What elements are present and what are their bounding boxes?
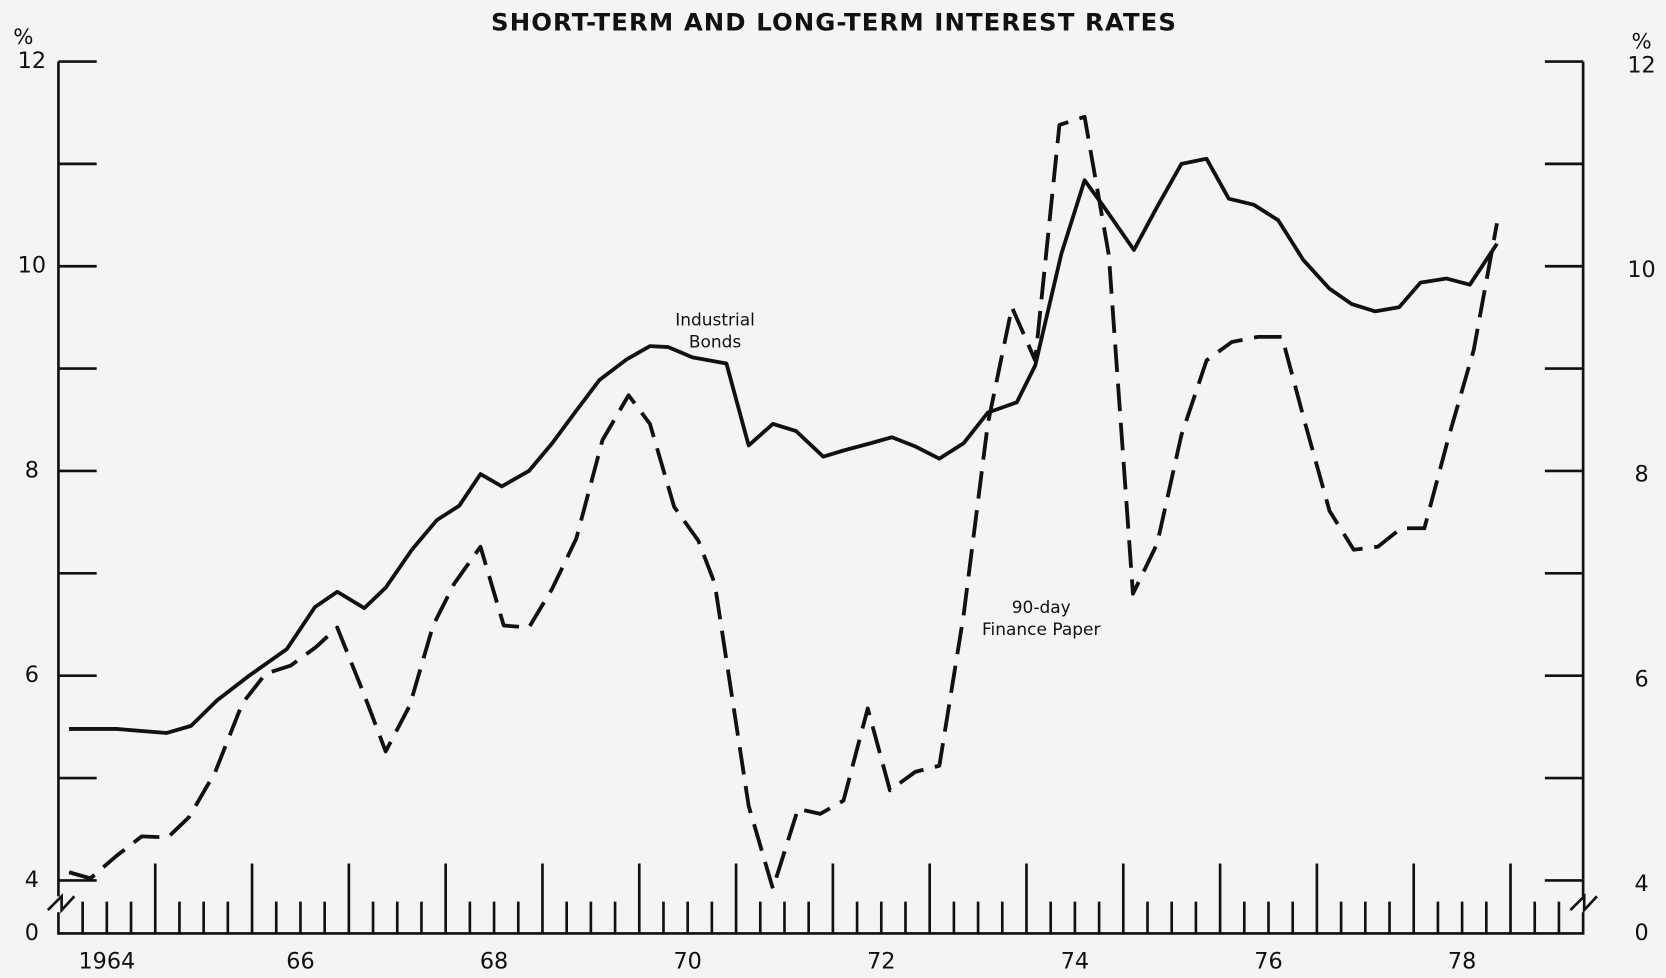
y-tick-label: 10 <box>18 253 46 279</box>
y2-tick-label: 4 <box>1634 871 1648 897</box>
y2-tick-label: 8 <box>1634 462 1648 488</box>
y-base-label: 0 <box>25 920 39 946</box>
x-tick-label: 1964 <box>78 949 135 975</box>
series-annotation: 90-day <box>1012 598 1071 618</box>
y-tick-label: 12 <box>18 48 46 74</box>
y-tick-label: 6 <box>25 662 39 688</box>
axis-frame <box>57 61 1585 935</box>
chart-title: SHORT-TERM AND LONG-TERM INTEREST RATES <box>491 7 1177 36</box>
y2-tick-label: 6 <box>1634 666 1648 692</box>
x-tick-label: 72 <box>867 949 895 975</box>
x-tick-label: 76 <box>1254 949 1282 975</box>
series-line <box>68 114 1499 891</box>
x-tick-label: 68 <box>480 949 508 975</box>
y-tick-label: 8 <box>25 457 39 483</box>
axis-break-left <box>46 893 76 914</box>
y-tick-label: 4 <box>25 867 39 893</box>
x-tick-label: 70 <box>673 949 701 975</box>
series-line <box>69 156 1499 735</box>
x-tick-label: 66 <box>286 949 314 975</box>
y2-base-label: 0 <box>1634 920 1648 946</box>
axes <box>46 61 1598 935</box>
y-unit-left: % <box>13 25 33 50</box>
x-tick-label: 78 <box>1448 949 1476 975</box>
series-annotation: Industrial <box>675 310 755 330</box>
series-annotation: Finance Paper <box>982 620 1100 640</box>
y-unit-right: % <box>1631 29 1651 54</box>
axis-break-right <box>1569 893 1598 914</box>
y2-tick-label: 12 <box>1627 52 1655 78</box>
series-annotation: Bonds <box>689 333 742 353</box>
y2-tick-label: 10 <box>1627 257 1655 283</box>
x-tick-label: 74 <box>1061 949 1089 975</box>
